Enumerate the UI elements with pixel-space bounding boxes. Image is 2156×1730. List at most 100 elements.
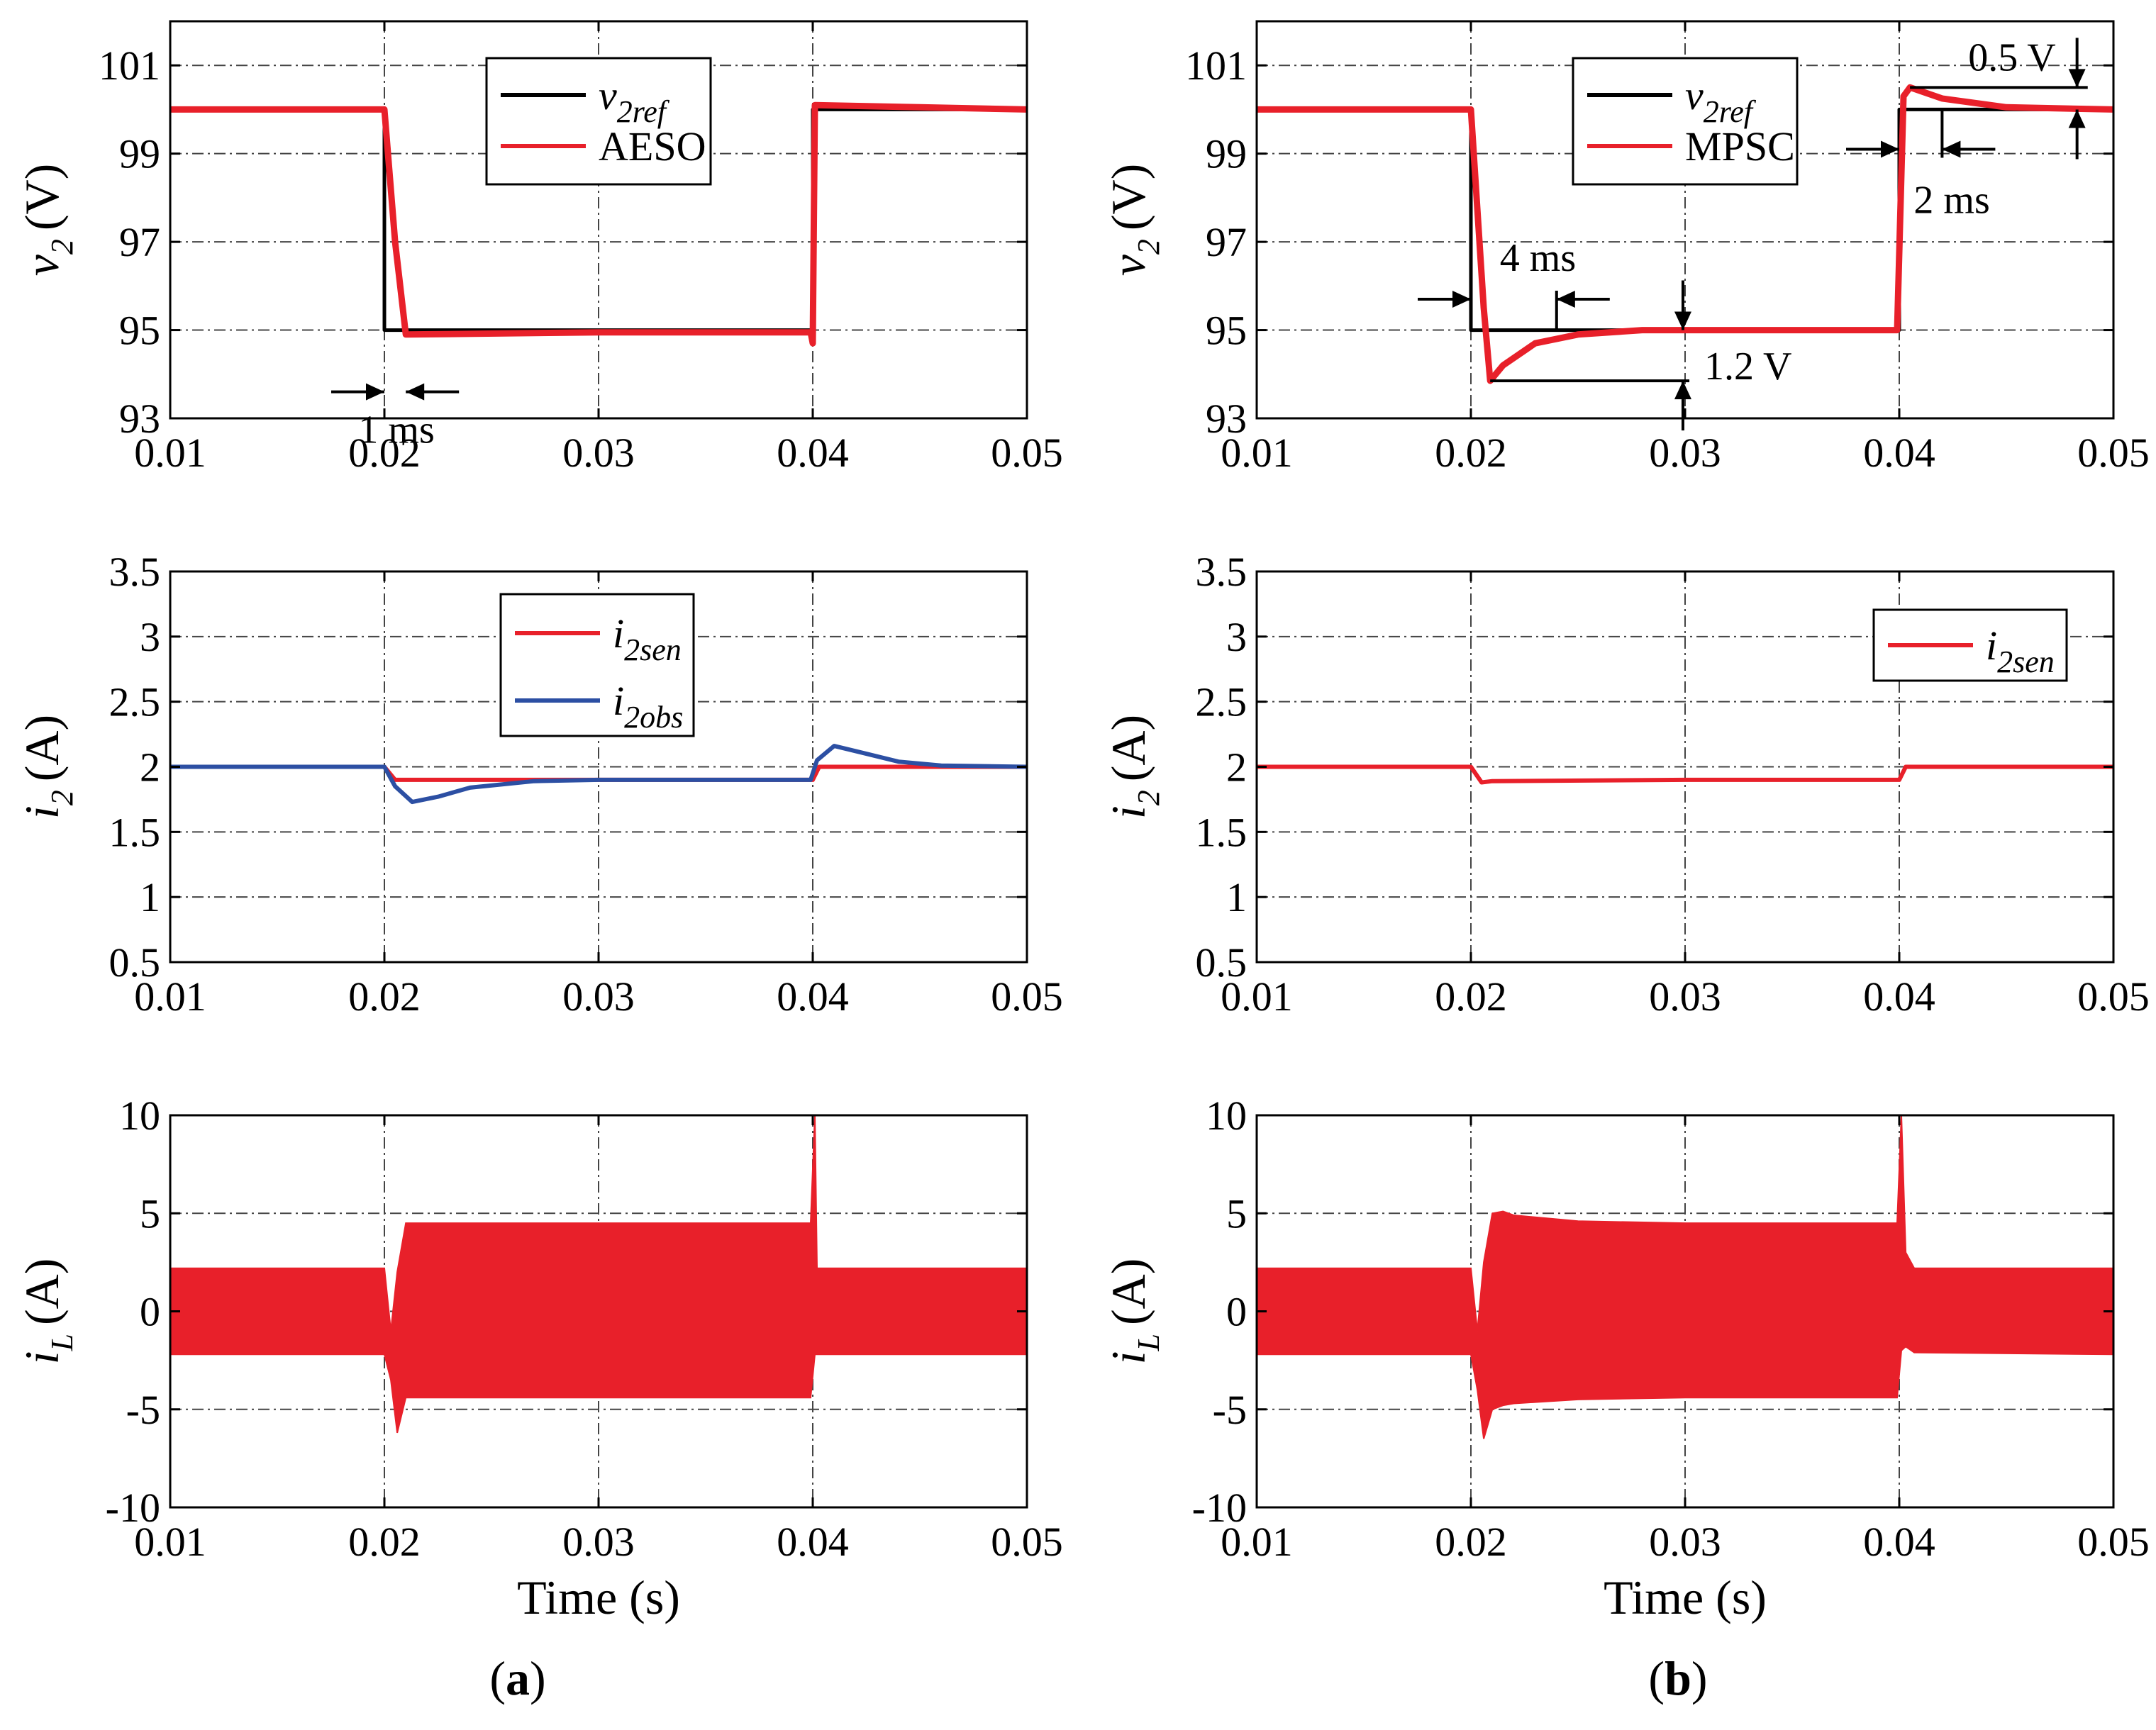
annotation-label: 1 ms [358, 408, 434, 452]
arrow-head [1942, 140, 1961, 158]
y-tick-label: 2.5 [1196, 679, 1248, 725]
x-tick-label: 0.05 [2077, 973, 2150, 1020]
y-axis-label: i2 (A) [1101, 715, 1166, 819]
y-tick-label: 101 [1185, 43, 1247, 89]
legend-box [1572, 57, 1799, 186]
y-axis-var: i [15, 805, 69, 819]
y-tick-label: 93 [1206, 396, 1247, 442]
legend-label-sub: 2ref [1704, 94, 1757, 129]
y-axis-sub: 2 [1131, 239, 1166, 255]
arrow-head [406, 383, 425, 401]
y-tick-label: 5 [1226, 1190, 1247, 1237]
x-tick-label: 0.03 [1649, 973, 1721, 1020]
legend-a-mid: i2sen i2obs [499, 593, 695, 737]
x-axis-label: Time (s) [1604, 1570, 1767, 1624]
y-tick-label: 99 [119, 131, 160, 177]
arrow-head [1556, 291, 1575, 308]
legend-label-main: i [613, 610, 624, 657]
annotation-label: 1.2 V [1704, 345, 1791, 389]
panel-label-letter: a [506, 1651, 530, 1705]
x-tick-label: 0.01 [1221, 430, 1293, 476]
legend-label: i2obs [613, 678, 683, 735]
x-tick-label: 0.01 [1221, 973, 1293, 1020]
x-tick-label: 0.02 [348, 430, 421, 476]
y-axis-label: v2 (V) [1101, 164, 1166, 277]
legend-label: MPSC [1685, 123, 1795, 169]
y-axis-var: i [1101, 805, 1155, 819]
y-tick-label: 99 [1206, 131, 1247, 177]
legend-label: v2ref [1685, 72, 1757, 129]
y-tick-label: 2 [140, 744, 160, 791]
arrow-head [1674, 311, 1691, 330]
chart-b-top: 0.01 0.02 0.03 0.04 0.0593959799101v2(V)v2re… [1101, 20, 2150, 476]
y-tick-label: 93 [119, 396, 160, 442]
y-tick-label: 0 [1226, 1289, 1247, 1335]
y-axis-label: v2 (V) [15, 164, 79, 277]
y-axis-unit: (V) [15, 164, 69, 230]
x-tick-label: 0.02 [1435, 430, 1507, 476]
legend-label: v2ref [599, 72, 670, 129]
y-axis-sub: L [1131, 1334, 1166, 1351]
panel-label-a: (a) [489, 1651, 545, 1705]
y-axis-sub: L [45, 1334, 79, 1351]
y-tick-label: 0 [140, 1289, 160, 1335]
y-tick-label: 1.5 [1196, 809, 1248, 855]
x-tick-label: 0.04 [777, 430, 849, 476]
x-axis-label: Time (s) [517, 1570, 680, 1624]
arrow-head [2068, 69, 2086, 88]
y-tick-label: -5 [1213, 1387, 1247, 1433]
chart-b-bot: 0.01 0.02 0.03 0.04 0.05 -10 -5 0 5 10 iL (A) Time (… [1101, 1093, 2150, 1624]
x-tick-label: 0.03 [562, 430, 635, 476]
y-tick-label: 2 [1226, 744, 1247, 791]
legend-label-sub: 2sen [1997, 644, 2055, 679]
y-axis-sub: 2 [45, 239, 79, 255]
x-tick-label: 0.03 [1649, 1519, 1721, 1565]
y-axis-sub: 2 [45, 790, 79, 805]
y-axis-sub: 2 [1131, 790, 1166, 805]
x-tick-label: 0.01 [134, 1519, 206, 1565]
y-axis-unit: (A) [15, 1259, 69, 1325]
x-tick-label: 0.02 [348, 973, 421, 1020]
x-tick-label: 0.04 [777, 973, 849, 1020]
y-tick-label: 5 [140, 1190, 160, 1237]
y-axis-unit: (V) [1101, 164, 1155, 230]
x-tick-label: 0.02 [348, 1519, 421, 1565]
x-tick-label: 0.03 [562, 1519, 635, 1565]
legend-box [485, 57, 712, 186]
chart-a-top: 0.01 0.02 0.03 0.04 0.0593959799101v2(V)v2re… [15, 20, 1063, 476]
y-tick-label: 97 [119, 219, 160, 265]
chart-a-mid: 0.01 0.02 0.03 0.04 0.050.511.522.533.5i2(A)… [15, 549, 1063, 1020]
y-tick-label: 101 [99, 43, 160, 89]
y-axis-label: iL (A) [1101, 1259, 1166, 1365]
chart-a-bot: 0.01 0.02 0.03 0.04 0.05 -10 -5 0 5 10 iL (A) Time (… [15, 1093, 1063, 1624]
legend-label: AESO [599, 123, 706, 169]
x-tick-label: 0.05 [991, 973, 1063, 1020]
legend-label-sub: 2ref [617, 94, 670, 129]
y-tick-label: 3.5 [1196, 549, 1248, 595]
y-tick-label: 10 [1206, 1093, 1247, 1139]
arrow-head [2068, 109, 2086, 128]
x-tick-label: 0.05 [991, 1519, 1063, 1565]
x-tick-label: 0.03 [1649, 430, 1721, 476]
panel-label-b: (b) [1648, 1651, 1707, 1705]
series-MPSC-line [1257, 84, 2114, 384]
legend-label-main: AESO [599, 123, 706, 169]
legend-label-main: v [1685, 72, 1704, 118]
x-tick-label: 0.02 [1435, 973, 1507, 1020]
x-tick-label: 0.01 [134, 430, 206, 476]
y-tick-label: 97 [1206, 219, 1247, 265]
y-axis-label: iL (A) [15, 1259, 79, 1365]
legend-label: i2sen [613, 610, 682, 667]
y-tick-label: 3.5 [109, 549, 161, 595]
series-AESO-line [170, 101, 1028, 347]
y-tick-label: -10 [106, 1485, 160, 1531]
arrow-head [1881, 140, 1899, 158]
y-axis-unit: (A) [1101, 715, 1155, 781]
y-axis-var: v [15, 254, 69, 276]
y-tick-label: 1 [140, 874, 160, 920]
y-axis-var: i [15, 1351, 69, 1364]
chart-b-mid: 0.01 0.02 0.03 0.04 0.050.511.522.533.5i2(A)… [1101, 549, 2150, 1020]
arrow-head [366, 383, 384, 401]
